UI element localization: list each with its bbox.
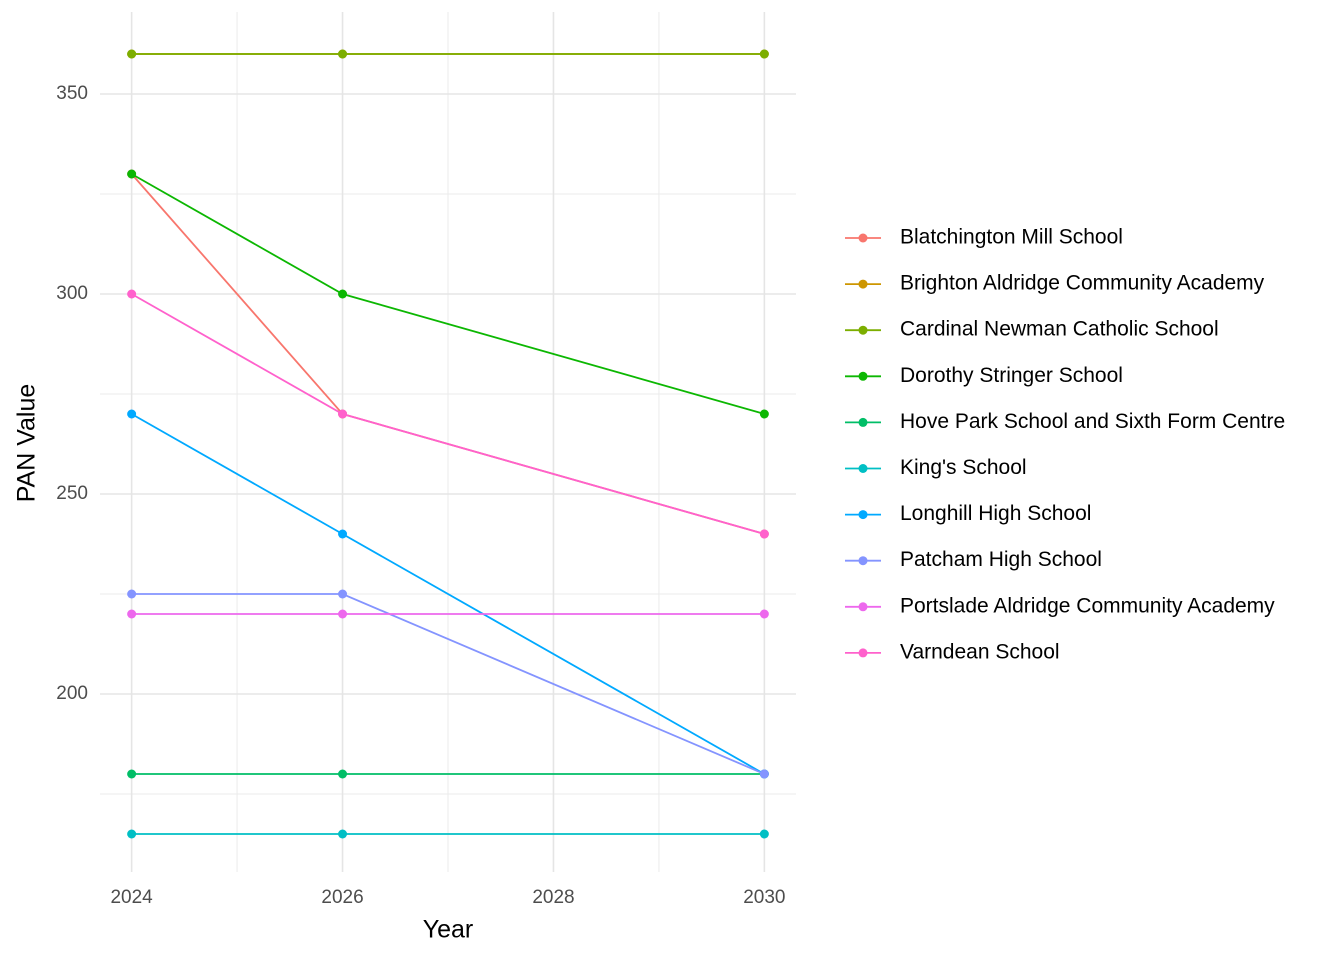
data-point <box>127 589 137 599</box>
data-point <box>338 609 348 619</box>
legend-key-point <box>858 464 868 473</box>
x-axis-title: Year <box>423 916 474 944</box>
legend-key-point <box>858 371 868 381</box>
y-tick-label: 200 <box>56 683 88 704</box>
legend-key-point <box>858 602 868 612</box>
y-tick-label: 350 <box>56 83 88 104</box>
grid <box>100 12 796 872</box>
data-point <box>338 829 348 839</box>
legend-key-point <box>858 510 868 520</box>
data-point <box>759 529 769 539</box>
legend-key-point <box>858 417 868 427</box>
legend-key-point <box>858 648 868 658</box>
data-point <box>127 289 137 299</box>
data-point <box>338 529 348 539</box>
data-point <box>127 769 137 779</box>
data-point <box>338 589 348 599</box>
data-point <box>759 409 769 419</box>
x-tick-label: 2024 <box>110 887 153 908</box>
legend-key-point <box>858 556 868 566</box>
data-point <box>759 769 769 779</box>
data-point <box>759 609 769 619</box>
legend-label: King's School <box>900 456 1027 479</box>
data-point <box>127 609 137 619</box>
data-point <box>127 169 137 179</box>
legend-key-point <box>858 325 868 335</box>
legend-label: Longhill High School <box>900 502 1091 525</box>
data-point <box>759 49 769 59</box>
legend-label: Cardinal Newman Catholic School <box>900 318 1219 341</box>
data-point <box>127 829 137 839</box>
data-point <box>338 289 348 299</box>
x-tick-label: 2030 <box>743 887 785 908</box>
y-axis-title: PAN Value <box>13 384 41 503</box>
legend-key-point <box>858 279 868 289</box>
data-point <box>338 409 348 419</box>
data-point <box>127 49 137 59</box>
data-point <box>759 829 769 839</box>
data-point <box>338 49 348 59</box>
data-point <box>127 409 137 419</box>
y-tick-label: 250 <box>56 483 88 504</box>
legend-key-point <box>858 233 868 243</box>
legend-label: Varndean School <box>900 640 1060 663</box>
legend-label: Patcham High School <box>900 548 1102 571</box>
y-tick-label: 300 <box>56 283 88 304</box>
legend-label: Brighton Aldridge Community Academy <box>900 272 1265 295</box>
data-point <box>338 769 348 779</box>
x-tick-label: 2028 <box>532 887 574 908</box>
x-tick-label: 2026 <box>321 887 363 908</box>
legend-label: Dorothy Stringer School <box>900 364 1123 387</box>
legend-label: Blatchington Mill School <box>900 226 1123 249</box>
legend-label: Portslade Aldridge Community Academy <box>900 594 1275 617</box>
legend-label: Hove Park School and Sixth Form Centre <box>900 410 1285 433</box>
